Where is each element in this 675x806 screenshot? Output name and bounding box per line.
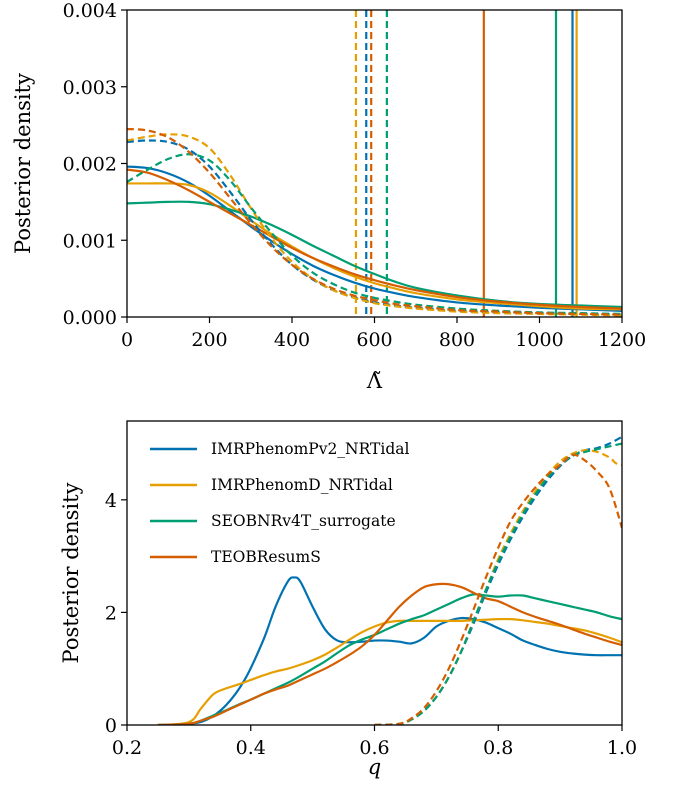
y-axis-label: Posterior density bbox=[11, 73, 35, 254]
y-tick-label: 0 bbox=[105, 715, 117, 737]
y-tick-label: 0.000 bbox=[63, 307, 117, 329]
x-tick-label: 1000 bbox=[515, 329, 563, 351]
y-tick-label: 2 bbox=[105, 602, 117, 624]
chart-panel-2: 0.2 0.4 0.6 0.8 1.0 0 2 4 q Posterior density IMRP… bbox=[59, 420, 637, 779]
legend-entry-label: TEOBResumS bbox=[211, 548, 321, 566]
series-line-imrphenomd-nrtidal-solid bbox=[157, 617, 622, 725]
legend-entry-label: IMRPhenomPv2_NRTidal bbox=[211, 440, 409, 458]
x-tick-label: 0.6 bbox=[359, 737, 389, 759]
y-tick-label: 0.001 bbox=[63, 230, 117, 252]
y-tick-label: 0.002 bbox=[63, 154, 117, 176]
series-line-imrphenompv2-nrtidal-solid bbox=[157, 576, 622, 725]
y-tick-label: 0.003 bbox=[63, 77, 117, 99]
x-tick-label: 600 bbox=[356, 329, 392, 351]
x-tick-label: 400 bbox=[274, 329, 310, 351]
x-axis-label: q bbox=[368, 755, 381, 779]
legend-entry-label: IMRPhenomD_NRTidal bbox=[211, 476, 393, 494]
series-line-teobresums-solid bbox=[127, 168, 622, 310]
chart-panel-1: 0 200 400 600 800 1000 1200 0.000 0.001 0.002 0.00… bbox=[11, 0, 646, 393]
y-tick-label: 4 bbox=[105, 490, 117, 512]
series-line-seobnrv4t-surrogate-solid bbox=[127, 200, 622, 309]
series-line-seobnrv4t-surrogate-dashed bbox=[374, 442, 622, 725]
series-group bbox=[127, 10, 622, 317]
series-group bbox=[157, 435, 622, 725]
x-tick-label: 200 bbox=[191, 329, 227, 351]
x-tick-label: 0.4 bbox=[236, 737, 266, 759]
x-tick-label: 1.0 bbox=[607, 737, 637, 759]
y-tick-label: 0.004 bbox=[63, 0, 117, 22]
series-line-teobresums-dashed bbox=[127, 127, 622, 316]
legend-entry-label: SEOBNRv4T_surrogate bbox=[211, 512, 396, 530]
x-tick-label: 0.8 bbox=[483, 737, 513, 759]
x-axis-label: Λ̃ bbox=[366, 369, 383, 393]
series-line-imrphenompv2-nrtidal-solid bbox=[127, 165, 622, 312]
series-line-seobnrv4t-surrogate-solid bbox=[157, 593, 622, 725]
series-line-imrphenomd-nrtidal-dashed bbox=[374, 449, 622, 725]
x-tick-label: 1200 bbox=[598, 329, 646, 351]
y-axis-label: Posterior density bbox=[59, 482, 83, 663]
x-tick-label: 0 bbox=[121, 329, 133, 351]
series-line-teobresums-dashed bbox=[374, 453, 622, 725]
axes-frame bbox=[126, 9, 623, 318]
series-line-seobnrv4t-surrogate-dashed bbox=[127, 153, 622, 316]
series-line-teobresums-solid bbox=[157, 582, 622, 725]
legend: IMRPhenomPv2_NRTidal IMRPhenomD_NRTidal SE… bbox=[150, 440, 409, 566]
x-tick-label: 800 bbox=[439, 329, 475, 351]
x-tick-label: 0.2 bbox=[112, 737, 142, 759]
series-line-imrphenompv2-nrtidal-dashed bbox=[374, 435, 622, 725]
axes-frame bbox=[126, 420, 623, 726]
